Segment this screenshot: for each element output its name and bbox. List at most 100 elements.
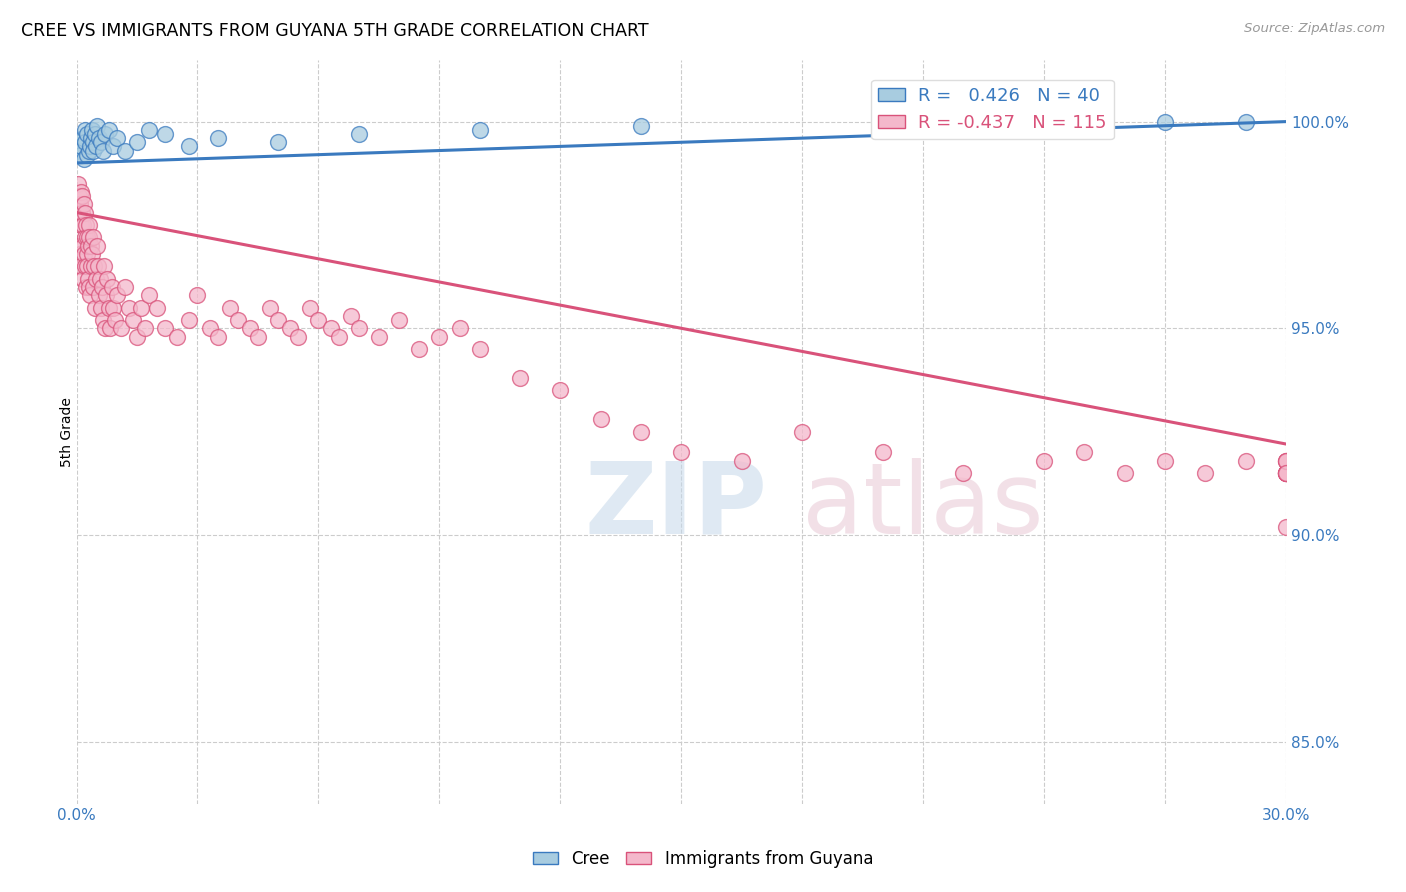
Point bbox=[66, 177, 89, 191]
Point bbox=[207, 329, 229, 343]
Point bbox=[1033, 453, 1056, 467]
Point bbox=[72, 131, 94, 145]
Point bbox=[104, 313, 127, 327]
Point bbox=[155, 127, 177, 141]
Point bbox=[1275, 466, 1298, 480]
Y-axis label: 5th Grade: 5th Grade bbox=[60, 397, 73, 467]
Point bbox=[1154, 453, 1177, 467]
Point bbox=[179, 313, 201, 327]
Point bbox=[218, 301, 240, 315]
Point bbox=[69, 218, 91, 232]
Point bbox=[449, 321, 471, 335]
Point bbox=[73, 123, 96, 137]
Point bbox=[1114, 466, 1136, 480]
Point bbox=[72, 218, 94, 232]
Point bbox=[82, 144, 104, 158]
Point bbox=[105, 288, 128, 302]
Point bbox=[1275, 466, 1298, 480]
Point bbox=[110, 321, 132, 335]
Point bbox=[86, 119, 108, 133]
Point bbox=[77, 280, 100, 294]
Point bbox=[77, 271, 100, 285]
Point bbox=[1275, 466, 1298, 480]
Point bbox=[267, 135, 290, 149]
Point bbox=[1234, 453, 1257, 467]
Point bbox=[101, 139, 124, 153]
Point bbox=[70, 205, 93, 219]
Point bbox=[73, 197, 96, 211]
Point bbox=[468, 342, 491, 356]
Point bbox=[952, 466, 974, 480]
Point bbox=[198, 321, 221, 335]
Point bbox=[1073, 445, 1095, 459]
Point bbox=[76, 127, 98, 141]
Point bbox=[87, 131, 110, 145]
Point bbox=[125, 135, 148, 149]
Point bbox=[72, 271, 94, 285]
Point bbox=[67, 189, 90, 203]
Point bbox=[70, 139, 93, 153]
Point bbox=[73, 247, 96, 261]
Point bbox=[347, 127, 370, 141]
Point bbox=[79, 139, 101, 153]
Point bbox=[83, 260, 105, 274]
Point bbox=[94, 288, 117, 302]
Point bbox=[86, 238, 108, 252]
Point bbox=[98, 321, 121, 335]
Point bbox=[101, 301, 124, 315]
Point bbox=[207, 131, 229, 145]
Point bbox=[76, 230, 98, 244]
Point bbox=[79, 131, 101, 145]
Point bbox=[367, 329, 389, 343]
Point bbox=[84, 271, 107, 285]
Point bbox=[97, 123, 120, 137]
Point bbox=[1275, 466, 1298, 480]
Point bbox=[299, 301, 322, 315]
Point bbox=[67, 205, 90, 219]
Point bbox=[73, 152, 96, 166]
Point bbox=[731, 453, 754, 467]
Point bbox=[1275, 453, 1298, 467]
Point bbox=[239, 321, 262, 335]
Point bbox=[630, 425, 652, 439]
Point bbox=[138, 123, 160, 137]
Point bbox=[80, 123, 103, 137]
Point bbox=[83, 301, 105, 315]
Point bbox=[872, 445, 894, 459]
Point bbox=[69, 197, 91, 211]
Point bbox=[226, 313, 249, 327]
Point bbox=[94, 321, 117, 335]
Point bbox=[93, 260, 115, 274]
Point bbox=[347, 321, 370, 335]
Point bbox=[97, 301, 120, 315]
Point bbox=[75, 205, 97, 219]
Point bbox=[77, 218, 100, 232]
Text: Source: ZipAtlas.com: Source: ZipAtlas.com bbox=[1244, 22, 1385, 36]
Point bbox=[114, 144, 136, 158]
Point bbox=[129, 301, 152, 315]
Legend: R =   0.426   N = 40, R = -0.437   N = 115: R = 0.426 N = 40, R = -0.437 N = 115 bbox=[870, 79, 1114, 139]
Point bbox=[186, 288, 208, 302]
Point bbox=[1275, 466, 1298, 480]
Point bbox=[1275, 466, 1298, 480]
Point bbox=[100, 280, 122, 294]
Point bbox=[138, 288, 160, 302]
Point bbox=[69, 144, 91, 158]
Point bbox=[134, 321, 156, 335]
Point bbox=[86, 260, 108, 274]
Point bbox=[90, 135, 112, 149]
Point bbox=[105, 131, 128, 145]
Point bbox=[319, 321, 342, 335]
Point bbox=[339, 309, 361, 323]
Point bbox=[630, 119, 652, 133]
Point bbox=[80, 247, 103, 261]
Point bbox=[509, 371, 531, 385]
Point bbox=[589, 412, 612, 426]
Point bbox=[792, 425, 814, 439]
Point bbox=[79, 230, 101, 244]
Point bbox=[90, 280, 112, 294]
Point bbox=[1154, 114, 1177, 128]
Point bbox=[468, 123, 491, 137]
Point bbox=[83, 127, 105, 141]
Point bbox=[1275, 519, 1298, 533]
